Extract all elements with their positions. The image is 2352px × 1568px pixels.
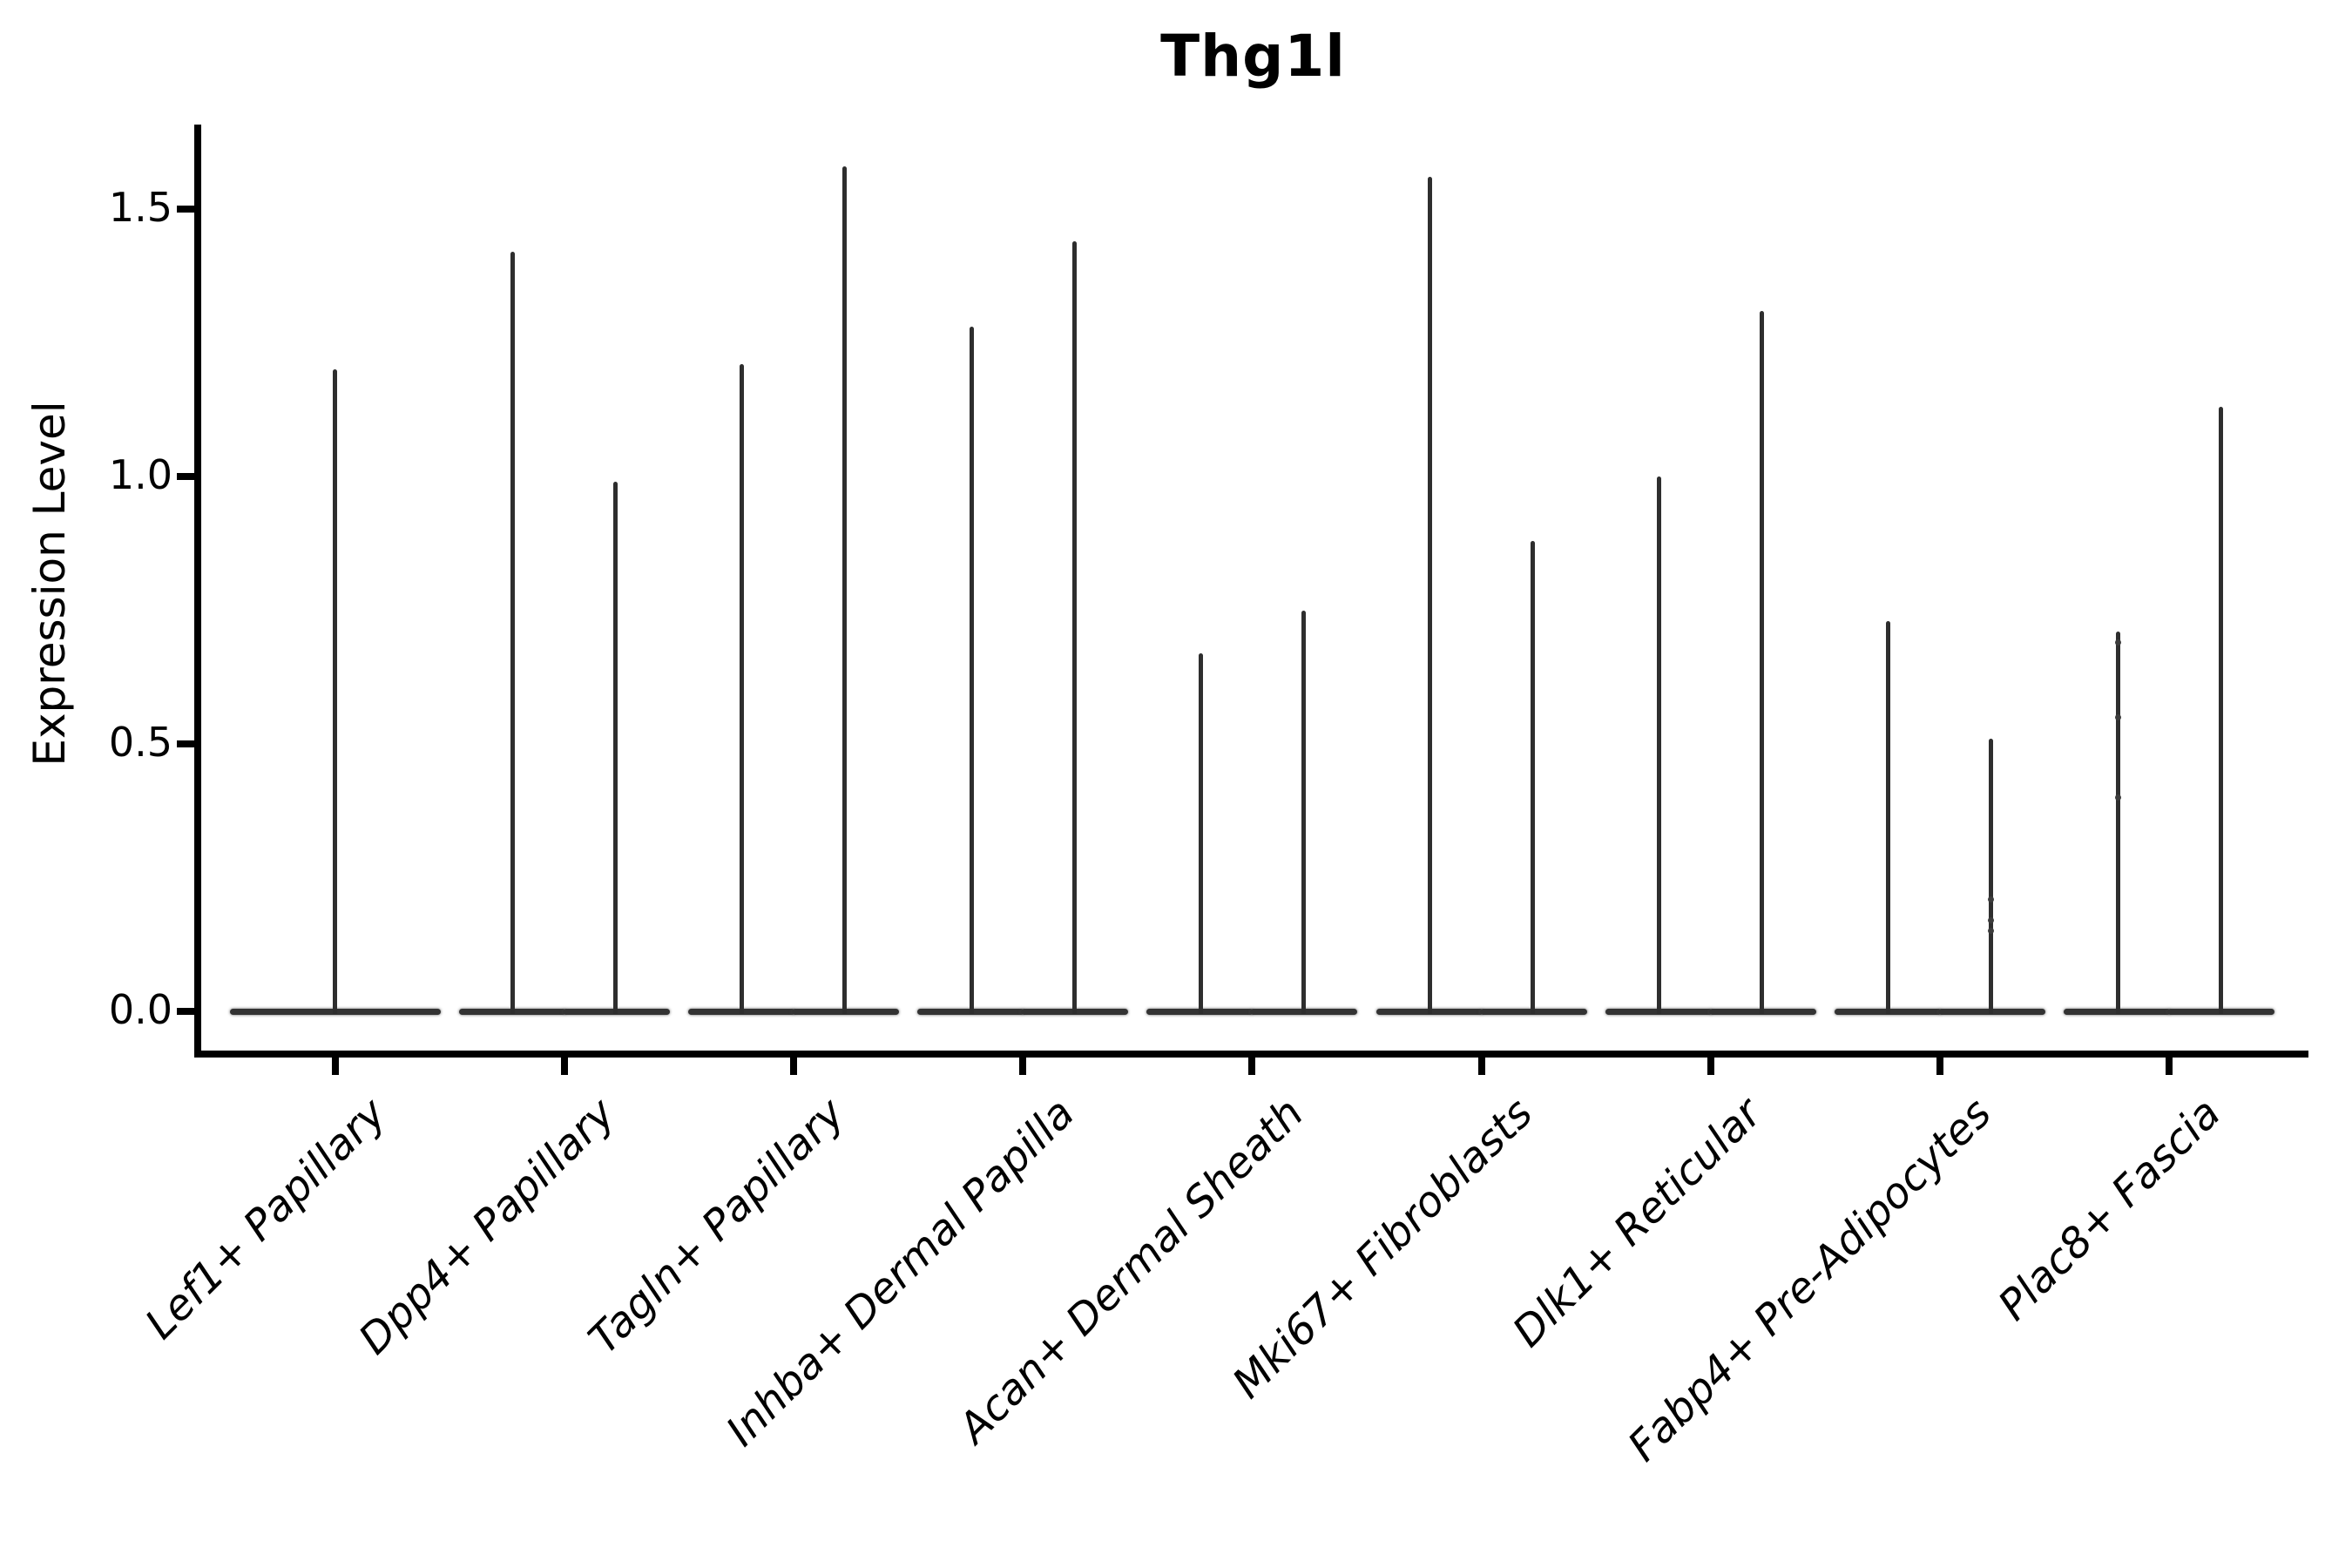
y-tick-mark xyxy=(177,473,198,480)
violin-spike xyxy=(1989,738,1994,1014)
y-tick-label: 1.5 xyxy=(108,183,172,231)
x-tick-mark xyxy=(789,1054,797,1075)
x-tick-mark xyxy=(2166,1054,2173,1075)
violin-spike xyxy=(969,327,974,1014)
y-axis-label: Expression Level xyxy=(24,401,75,767)
x-tick-label: Dpp4+ Papillary xyxy=(349,1089,625,1364)
x-tick-mark xyxy=(1707,1054,1714,1075)
y-tick-label: 0.5 xyxy=(108,718,172,766)
violin-spike xyxy=(1886,620,1891,1014)
x-tick-mark xyxy=(560,1054,568,1075)
violin-spike xyxy=(333,369,337,1014)
x-tick-mark xyxy=(1477,1054,1485,1075)
y-axis-spine xyxy=(194,125,201,1058)
jitter-point xyxy=(1988,917,1995,924)
x-tick-mark xyxy=(1936,1054,1943,1075)
violin-spike xyxy=(510,252,516,1014)
violin-spike xyxy=(1531,540,1535,1014)
x-tick-mark xyxy=(1248,1054,1256,1075)
violin-spike xyxy=(842,166,848,1014)
x-tick-label: Tagln+ Papillary xyxy=(579,1089,855,1364)
violin-spike xyxy=(740,364,745,1014)
y-tick-label: 0.0 xyxy=(108,985,172,1033)
x-tick-mark xyxy=(1019,1054,1027,1075)
violin-spike xyxy=(1301,610,1306,1014)
violin-spike xyxy=(1657,476,1662,1014)
violin-spike xyxy=(1071,240,1077,1014)
x-tick-label: Fabp4+ Pre-Adipocytes xyxy=(1618,1089,2001,1471)
violin-spike xyxy=(1760,310,1765,1014)
plot-title: Thg1l xyxy=(1160,23,1346,90)
y-tick-mark xyxy=(177,740,198,747)
y-tick-mark xyxy=(177,206,198,213)
y-tick-mark xyxy=(177,1008,198,1015)
x-tick-mark xyxy=(331,1054,339,1075)
jitter-point xyxy=(1988,896,1995,902)
jitter-point xyxy=(2114,794,2121,801)
x-tick-label: Plac8+ Fascia xyxy=(1989,1089,2230,1330)
x-tick-label: Dlk1+ Reticular xyxy=(1504,1089,1772,1357)
jitter-point xyxy=(1988,928,1995,935)
violin-spike xyxy=(2218,407,2223,1014)
jitter-point xyxy=(2114,713,2121,720)
violin-spike xyxy=(1198,652,1203,1014)
jitter-point xyxy=(2114,639,2121,645)
y-tick-label: 1.0 xyxy=(108,450,172,498)
x-tick-label: Lef1+ Papillary xyxy=(135,1089,396,1349)
violin-spike xyxy=(1428,177,1432,1014)
violin-spike xyxy=(613,482,618,1014)
violin-spike xyxy=(2115,632,2120,1014)
